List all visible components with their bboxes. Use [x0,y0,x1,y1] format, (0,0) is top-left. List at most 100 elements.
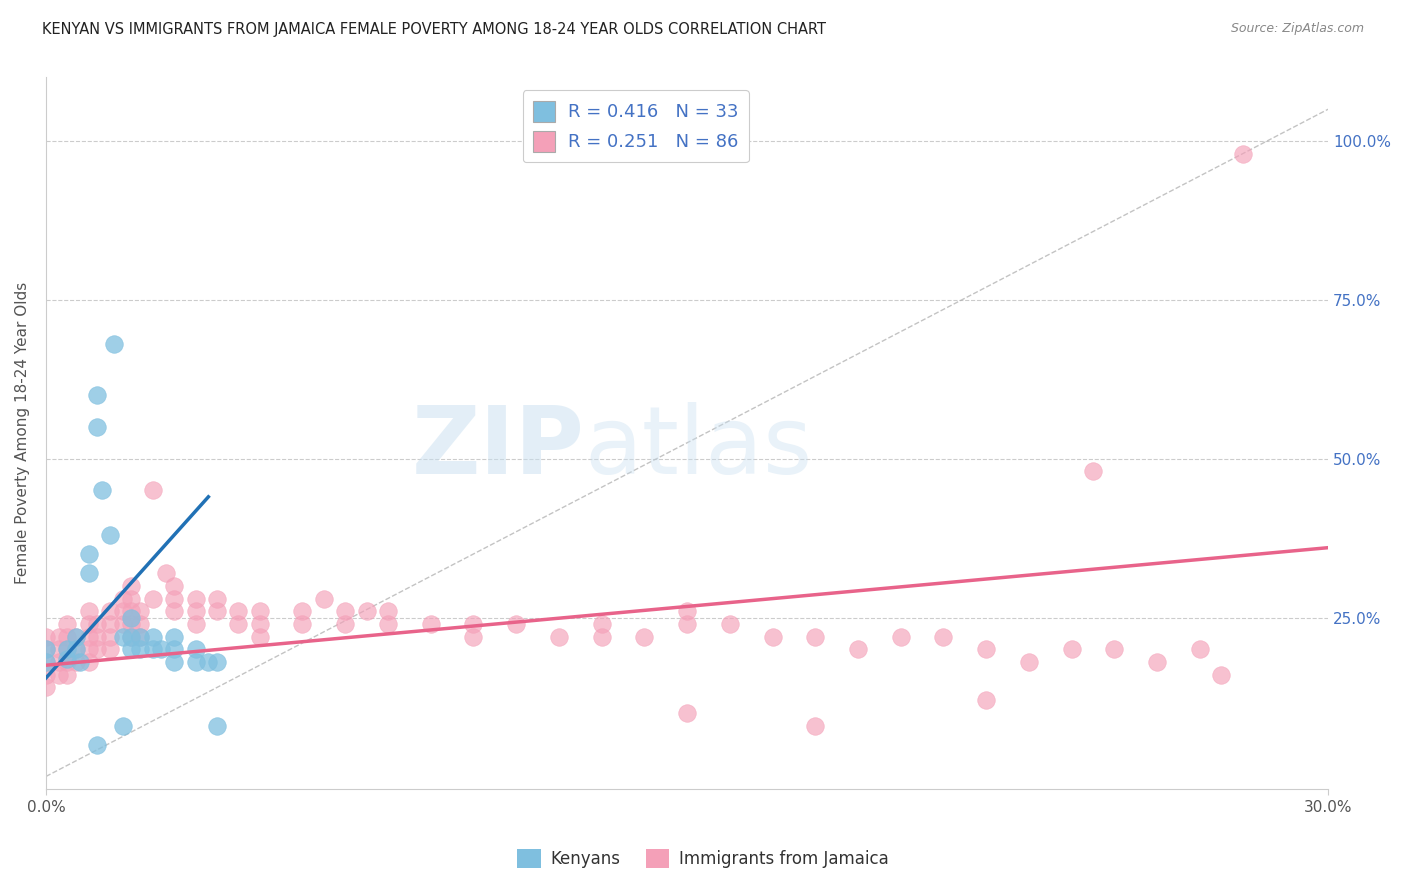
Point [761,630,783,644]
Point [633,630,655,644]
Point [676,604,699,618]
Text: KENYAN VS IMMIGRANTS FROM JAMAICA FEMALE POVERTY AMONG 18-24 YEAR OLDS CORRELATI: KENYAN VS IMMIGRANTS FROM JAMAICA FEMALE… [42,22,827,37]
Point [249,604,271,618]
Point [111,591,134,606]
Point [77,604,100,618]
Point [205,655,228,669]
Point [65,655,87,669]
Point [86,388,108,402]
Point [676,706,699,720]
Point [1146,655,1168,669]
Point [129,604,152,618]
Point [65,630,87,644]
Point [69,655,91,669]
Point [249,616,271,631]
Point [56,630,79,644]
Point [120,610,142,624]
Point [1060,642,1083,657]
Point [974,642,997,657]
Point [56,667,79,681]
Point [35,681,58,695]
Point [86,738,108,752]
Point [129,616,152,631]
Point [48,642,70,657]
Point [184,616,207,631]
Legend: Kenyans, Immigrants from Jamaica: Kenyans, Immigrants from Jamaica [510,843,896,875]
Point [377,616,399,631]
Point [35,655,58,669]
Point [591,616,613,631]
Point [98,528,121,542]
Point [120,630,142,644]
Point [142,591,165,606]
Point [86,642,108,657]
Point [65,642,87,657]
Text: atlas: atlas [585,401,813,493]
Point [98,616,121,631]
Point [129,642,152,657]
Point [111,604,134,618]
Point [111,718,134,732]
Point [547,630,569,644]
Point [184,642,207,657]
Point [77,566,100,580]
Point [35,667,58,681]
Point [226,604,249,618]
Point [120,579,142,593]
Point [312,591,335,606]
Point [142,642,165,657]
Point [86,630,108,644]
Point [291,604,314,618]
Point [163,604,186,618]
Point [1232,146,1254,161]
Point [184,591,207,606]
Point [163,591,186,606]
Point [98,604,121,618]
Point [1211,667,1233,681]
Point [184,604,207,618]
Point [890,630,912,644]
Point [205,718,228,732]
Point [77,616,100,631]
Point [197,655,219,669]
Point [35,630,58,644]
Point [163,579,186,593]
Point [184,655,207,669]
Y-axis label: Female Poverty Among 18-24 Year Olds: Female Poverty Among 18-24 Year Olds [15,282,30,584]
Point [505,616,527,631]
Point [356,604,378,618]
Point [120,630,142,644]
Point [1104,642,1126,657]
Point [150,642,173,657]
Point [163,655,186,669]
Point [86,616,108,631]
Point [65,642,87,657]
Legend: R = 0.416   N = 33, R = 0.251   N = 86: R = 0.416 N = 33, R = 0.251 N = 86 [523,90,749,162]
Point [291,616,314,631]
Point [718,616,741,631]
Point [1081,464,1104,478]
Point [846,642,869,657]
Point [98,630,121,644]
Point [103,337,125,351]
Point [90,483,112,498]
Point [35,642,58,657]
Point [205,591,228,606]
Point [120,604,142,618]
Point [155,566,177,580]
Point [377,604,399,618]
Point [676,616,699,631]
Point [77,547,100,561]
Point [1188,642,1211,657]
Point [804,718,827,732]
Point [56,642,79,657]
Point [111,630,134,644]
Point [77,630,100,644]
Point [591,630,613,644]
Point [56,616,79,631]
Point [120,591,142,606]
Point [65,630,87,644]
Point [48,655,70,669]
Text: Source: ZipAtlas.com: Source: ZipAtlas.com [1230,22,1364,36]
Point [35,642,58,657]
